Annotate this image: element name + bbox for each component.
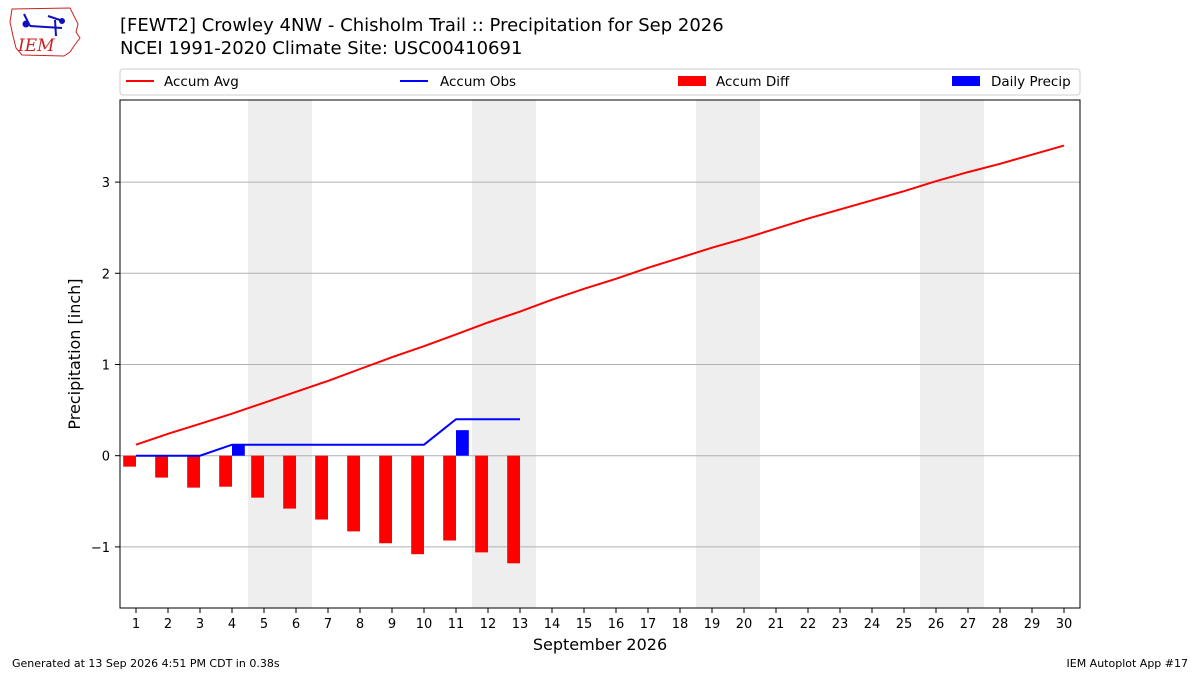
bar-accum-diff-day-5 (251, 455, 264, 498)
x-tick-label-18: 18 (672, 617, 689, 632)
x-tick-label-17: 17 (640, 617, 657, 632)
x-tick-label-24: 24 (864, 617, 881, 632)
chart-subtitle: NCEI 1991-2020 Climate Site: USC00410691 (120, 38, 522, 59)
line-accum-obs (136, 418, 520, 457)
x-tick-label-12: 12 (480, 617, 497, 632)
x-tick-label-2: 2 (164, 617, 172, 632)
x-tick-label-25: 25 (896, 617, 913, 632)
legend-label-accum-obs: Accum Obs (440, 74, 516, 90)
x-tick-label-11: 11 (448, 617, 465, 632)
chart-title: [FEWT2] Crowley 4NW - Chisholm Trail :: … (120, 15, 724, 36)
x-tick-label-6: 6 (292, 617, 300, 632)
x-tick-label-20: 20 (736, 617, 753, 632)
legend-swatch-daily-precip (952, 76, 980, 86)
y-axis: −1 0 1 2 3 (91, 176, 120, 556)
x-tick-label-19: 19 (704, 617, 721, 632)
logo-text: IEM (17, 36, 55, 56)
bar-accum-diff-day-3 (187, 455, 200, 488)
x-tick-label-5: 5 (260, 617, 268, 632)
weekend-shading (248, 100, 984, 608)
bar-accum-diff-day-11 (443, 455, 456, 541)
x-tick-label-7: 7 (324, 617, 332, 632)
line-marks (135, 144, 1065, 457)
weekend-band-3 (696, 100, 760, 608)
x-tick-label-21: 21 (768, 617, 785, 632)
x-tick-label-8: 8 (356, 617, 364, 632)
weekend-band-1 (248, 100, 312, 608)
bar-accum-diff-day-4 (219, 455, 232, 487)
legend: Accum Avg Accum Obs Accum Diff Daily Pre… (119, 68, 1081, 96)
legend-label-accum-diff: Accum Diff (716, 74, 790, 90)
plot-frame (119, 99, 1081, 609)
y-tick-label--1: −1 (91, 541, 110, 556)
line-accum-avg (135, 144, 1065, 446)
weather-station-icon (22, 13, 65, 37)
app-credit: IEM Autoplot App #17 (1066, 657, 1189, 670)
bar-marks (123, 430, 520, 564)
x-tick-label-13: 13 (512, 617, 529, 632)
legend-box (119, 68, 1081, 96)
x-axis-label: September 2026 (533, 635, 667, 654)
iem-logo: IEM (9, 7, 81, 57)
x-tick-label-28: 28 (992, 617, 1009, 632)
bar-accum-diff-day-12 (475, 455, 488, 553)
bar-accum-diff-day-2 (155, 455, 168, 478)
x-tick-label-14: 14 (544, 617, 561, 632)
x-tick-label-27: 27 (960, 617, 977, 632)
x-tick-label-22: 22 (800, 617, 817, 632)
x-tick-label-26: 26 (928, 617, 945, 632)
x-tick-label-29: 29 (1024, 617, 1041, 632)
x-tick-label-9: 9 (388, 617, 396, 632)
bar-accum-diff-day-13 (507, 455, 520, 564)
bar-daily-precip-day-4 (232, 444, 245, 456)
x-tick-label-10: 10 (416, 617, 433, 632)
x-tick-label-1: 1 (132, 617, 140, 632)
bar-daily-precip-day-11 (456, 430, 469, 456)
bar-accum-diff-day-6 (283, 455, 296, 509)
x-tick-label-16: 16 (608, 617, 625, 632)
legend-swatch-accum-diff (678, 76, 706, 86)
legend-label-daily-precip: Daily Precip (991, 74, 1071, 90)
x-axis: 1 2 3 4 5 6 7 8 9 10 11 12 13 14 15 16 17 18 19 20 21 22 23 24 2… (132, 608, 1072, 632)
y-tick-label-1: 1 (102, 358, 110, 373)
x-tick-label-23: 23 (832, 617, 849, 632)
y-tick-label-3: 3 (102, 176, 110, 191)
bar-accum-diff-day-9 (379, 455, 392, 544)
bar-accum-diff-day-1 (123, 455, 136, 467)
legend-label-accum-avg: Accum Avg (164, 74, 239, 90)
y-tick-label-2: 2 (102, 267, 110, 282)
y-axis-label: Precipitation [inch] (65, 278, 84, 429)
x-tick-label-30: 30 (1056, 617, 1073, 632)
y-tick-label-0: 0 (102, 450, 110, 465)
bar-accum-diff-day-10 (411, 455, 424, 555)
gridlines (120, 181, 1080, 548)
x-tick-label-15: 15 (576, 617, 593, 632)
generated-timestamp: Generated at 13 Sep 2026 4:51 PM CDT in … (12, 657, 280, 670)
weekend-band-4 (920, 100, 984, 608)
bar-accum-diff-day-8 (347, 455, 360, 532)
x-tick-label-3: 3 (196, 617, 204, 632)
bar-accum-diff-day-7 (315, 455, 328, 520)
x-tick-label-4: 4 (228, 617, 236, 632)
